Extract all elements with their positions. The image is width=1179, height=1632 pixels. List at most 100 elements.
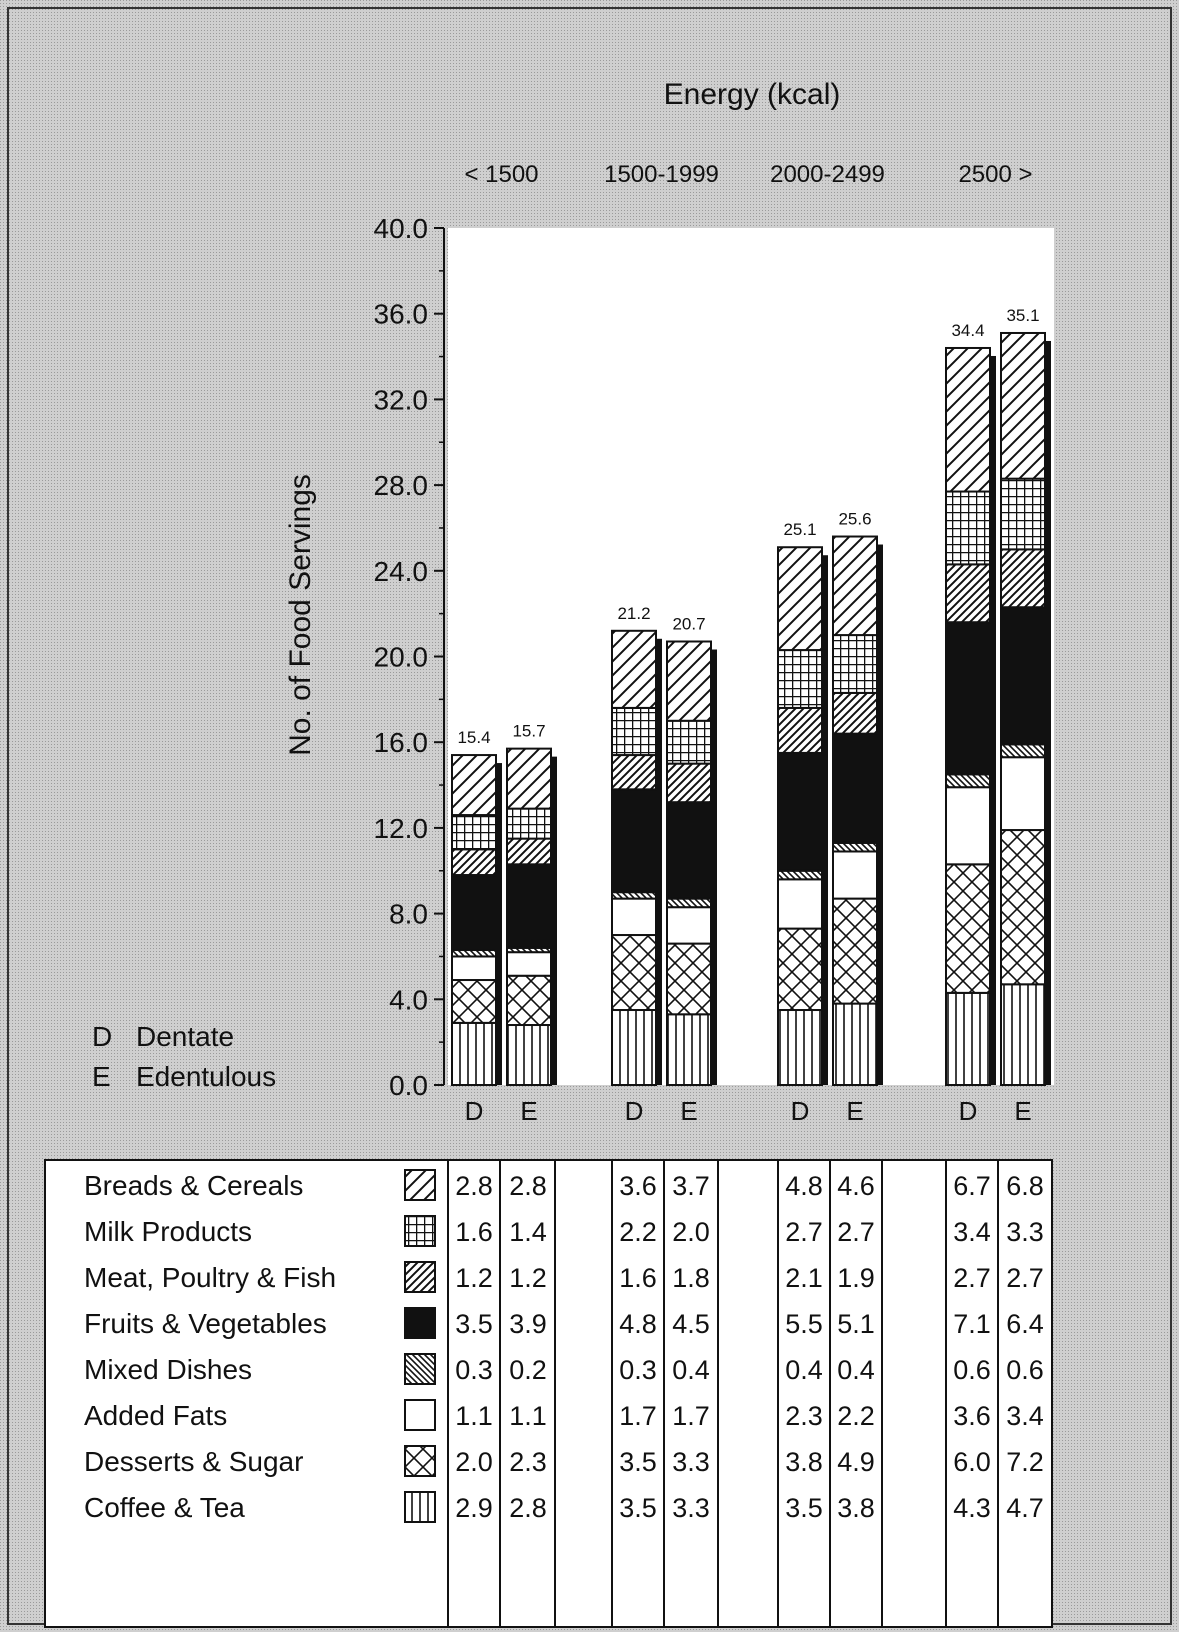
table-cell-value: 1.2 (509, 1263, 547, 1293)
bar-segment-desserts-sugar (506, 974, 552, 1027)
y-tick-label: 36.0 (374, 299, 429, 330)
bar-segment-fruits-vegetables (945, 621, 991, 776)
bar-segment-milk-products (666, 719, 712, 765)
table-row-label-coffee-tea: Coffee & Tea (84, 1492, 245, 1523)
bar-shadow (1045, 340, 1051, 1085)
bar-segment-coffee-tea (451, 1021, 497, 1086)
bar-segment-breads-cereals (611, 629, 657, 709)
legend-swatch-mixed-dishes (404, 1353, 436, 1385)
bar-segment-breads-cereals (451, 754, 497, 817)
group-label-2500: 2500 > (958, 161, 1032, 188)
table-cell-value: 4.9 (837, 1447, 875, 1477)
bar-code-label: E (680, 1096, 697, 1126)
bar-segment-mixed-dishes (945, 773, 991, 789)
y-tick-label: 16.0 (374, 727, 429, 758)
bar-segment-mixed-dishes (1000, 743, 1046, 759)
y-tick-label: 20.0 (374, 642, 429, 673)
bar-segment-fruits-vegetables (1000, 606, 1046, 746)
y-tick-label: 4.0 (389, 984, 428, 1015)
bar-segment-desserts-sugar (1000, 829, 1046, 986)
table-cell-value: 0.2 (509, 1355, 547, 1385)
table-cell-value: 3.6 (953, 1401, 991, 1431)
bar-shadow (711, 649, 717, 1085)
table-cell-value: 7.1 (953, 1309, 991, 1339)
table-cell-value: 3.6 (619, 1171, 657, 1201)
table-cell-value: 6.0 (953, 1447, 991, 1477)
bar-segment-meat-poultry-fish (506, 837, 552, 866)
legend-swatch-added-fats (404, 1399, 436, 1431)
bar-segment-meat-poultry-fish (611, 754, 657, 791)
table-cell-value: 3.3 (1006, 1217, 1044, 1247)
bar-shadow (496, 763, 502, 1085)
bar-total-label: 20.7 (672, 615, 705, 634)
table-cell-value: 2.7 (785, 1217, 823, 1247)
bar-segment-meat-poultry-fish (832, 691, 878, 735)
data-table (44, 1159, 1053, 1628)
table-cell-value: 1.7 (619, 1401, 657, 1431)
table-cell-value: 4.5 (672, 1309, 710, 1339)
bar-segment-breads-cereals (506, 747, 552, 810)
bar-segment-fruits-vegetables (611, 788, 657, 894)
bar-segment-desserts-sugar (777, 927, 823, 1012)
table-cell-value: 2.1 (785, 1263, 823, 1293)
bar-stacks (451, 331, 1051, 1087)
y-tick-label: 28.0 (374, 470, 429, 501)
bar-total-label: 15.7 (512, 722, 545, 741)
bar-segment-fruits-vegetables (506, 863, 552, 949)
bar-segment-mixed-dishes (666, 897, 712, 909)
bar-segment-breads-cereals (945, 346, 991, 493)
table-cell-value: 2.8 (509, 1493, 547, 1523)
table-cell-value: 2.2 (837, 1401, 875, 1431)
bar-legend-code: D (92, 1021, 112, 1052)
table-cell-value: 2.3 (785, 1401, 823, 1431)
table-cell-value: 4.8 (619, 1309, 657, 1339)
bar-segment-milk-products (777, 649, 823, 709)
bar-segment-fruits-vegetables (666, 801, 712, 900)
table-cell-value: 1.6 (619, 1263, 657, 1293)
table-cell-value: 1.8 (672, 1263, 710, 1293)
bar-shadow (551, 756, 557, 1085)
table-cell-value: 3.5 (455, 1309, 493, 1339)
bar-legend-label-edentulous: Edentulous (136, 1061, 276, 1092)
table-cell-value: 2.7 (953, 1263, 991, 1293)
bar-segment-coffee-tea (506, 1024, 552, 1087)
bar-segment-added-fats (611, 897, 657, 937)
bar-total-label: 21.2 (617, 604, 650, 623)
bar-segment-coffee-tea (1000, 983, 1046, 1086)
bar-segment-added-fats (832, 850, 878, 900)
table-row-label-breads-cereals: Breads & Cereals (84, 1170, 303, 1201)
bar-segment-milk-products (945, 490, 991, 566)
bar-segment-mixed-dishes (777, 869, 823, 881)
bar-segment-coffee-tea (945, 991, 991, 1086)
legend-swatch-milk-products (404, 1215, 436, 1247)
table-cell-value: 0.3 (455, 1355, 493, 1385)
table-cell-value: 3.5 (619, 1493, 657, 1523)
bar-code-label: E (846, 1096, 863, 1126)
bar-legend-code: E (92, 1061, 111, 1092)
data-table-rows: Breads & Cereals 2.8 2.8 3.6 3.7 4.8 4.6 6.7 6.8… (84, 1169, 1044, 1523)
table-cell-value: 1.1 (509, 1401, 547, 1431)
bar-segment-meat-poultry-fish (451, 848, 497, 877)
bar-segment-milk-products (611, 706, 657, 757)
bar-segment-meat-poultry-fish (666, 762, 712, 804)
y-tick-label: 24.0 (374, 556, 429, 587)
table-cell-value: 0.4 (672, 1355, 710, 1385)
table-cell-value: 5.5 (785, 1309, 823, 1339)
bar-segment-desserts-sugar (832, 897, 878, 1005)
table-row-label-meat-poultry-fish: Meat, Poultry & Fish (84, 1262, 336, 1293)
bar-segment-fruits-vegetables (777, 751, 823, 872)
bar-segment-fruits-vegetables (451, 874, 497, 952)
table-cell-value: 0.3 (619, 1355, 657, 1385)
group-labels: < 1500 1500-1999 2000-2499 2500 > (464, 161, 1032, 188)
table-cell-value: 2.3 (509, 1447, 547, 1477)
y-axis-label: No. of Food Servings (284, 474, 317, 756)
bar-segment-meat-poultry-fish (945, 563, 991, 624)
bar-total-label: 25.6 (838, 510, 871, 529)
table-cell-value: 2.2 (619, 1217, 657, 1247)
bar-code-label: E (1014, 1096, 1031, 1126)
bar-shadow (877, 544, 883, 1085)
table-cell-value: 3.5 (785, 1493, 823, 1523)
table-cell-value: 1.6 (455, 1217, 493, 1247)
table-row-label-mixed-dishes: Mixed Dishes (84, 1354, 252, 1385)
bar-segment-desserts-sugar (451, 979, 497, 1024)
